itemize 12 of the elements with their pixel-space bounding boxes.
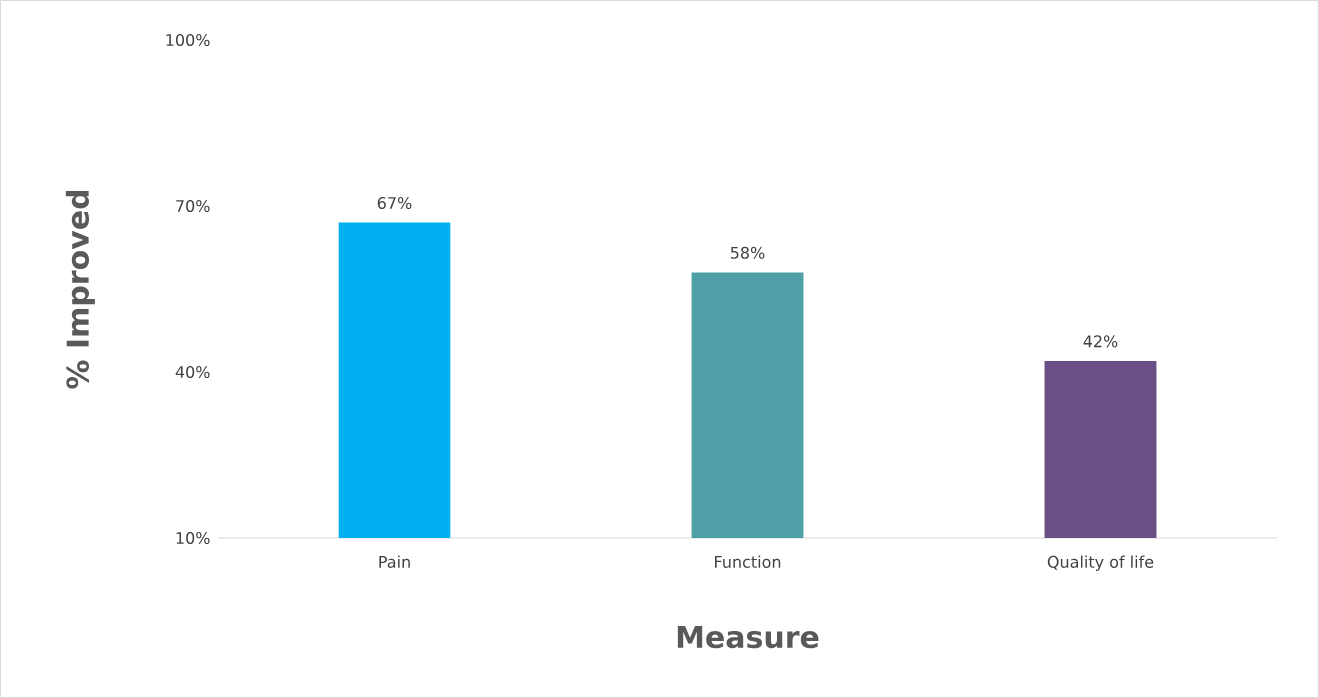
x-tick-label: Function xyxy=(715,555,781,568)
data-label: 67% xyxy=(377,196,412,210)
y-tick-label: 70% xyxy=(176,199,210,213)
data-label: 58% xyxy=(730,246,765,259)
y-tick-label: 100% xyxy=(166,33,210,47)
y-tick-label: 40% xyxy=(175,365,210,379)
y-tick-label: 10% xyxy=(176,531,210,545)
x-tick-label: Pain xyxy=(379,555,410,568)
x-tick-label: Quality of life xyxy=(1047,555,1154,571)
data-label: 42% xyxy=(1083,335,1118,348)
x-axis-title: Measure xyxy=(677,625,819,649)
y-axis-title: % Improved xyxy=(65,190,95,389)
